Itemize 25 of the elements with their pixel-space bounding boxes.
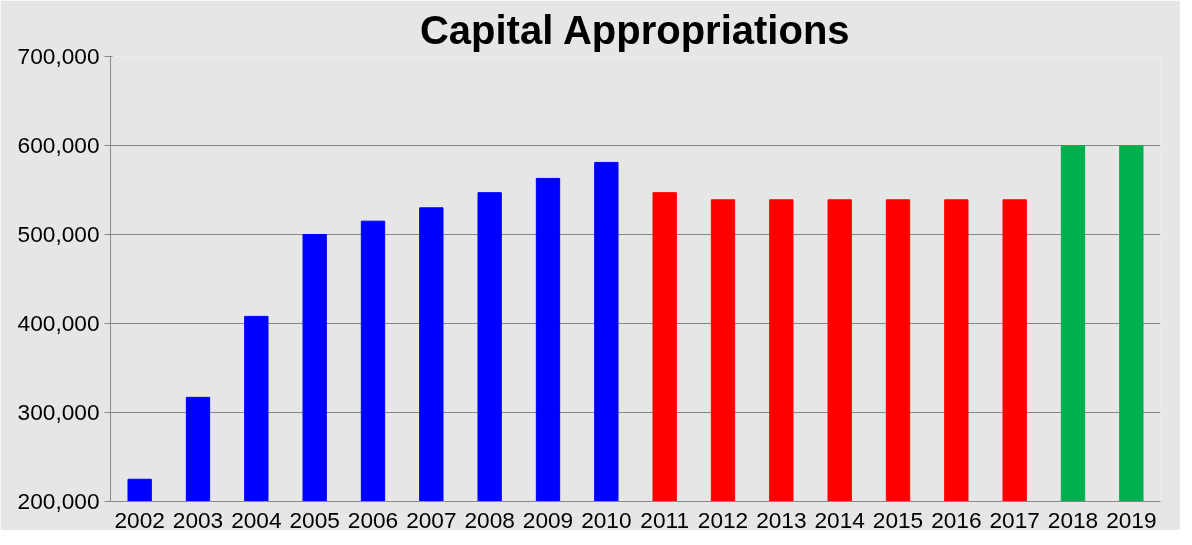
x-tick-label: 2015 [872,506,924,533]
y-tick-label: 700,000 [17,43,100,69]
y-tick-label: 600,000 [17,132,100,158]
x-tick-label: 2010 [581,506,632,533]
x-tick-label: 2016 [931,506,982,533]
x-tick-label: 2011 [640,506,690,533]
y-tick-label: 500,000 [17,221,100,247]
x-tick-label: 2005 [289,506,340,533]
x-tick-label: 2006 [347,506,399,533]
x-tick-label: 2018 [1047,506,1099,533]
x-tick-label: 2009 [522,506,574,533]
y-tick-label: 400,000 [17,310,100,336]
x-tick-label: 2003 [172,506,224,533]
chart-title: Capital Appropriations [419,7,850,52]
y-tick-label: 300,000 [17,399,100,425]
x-tick-label: 2013 [756,506,807,533]
x-tick-label: 2007 [406,506,457,533]
x-tick-label: 2017 [989,506,1040,533]
x-tick-label: 2019 [1106,506,1157,533]
x-tick-label: 2012 [697,506,749,533]
y-tick-label: 200,000 [17,488,100,514]
x-tick-label: 2002 [114,506,165,533]
x-tick-label: 2014 [814,506,865,533]
x-tick-label: 2008 [464,506,515,533]
x-tick-label: 2004 [231,506,282,533]
